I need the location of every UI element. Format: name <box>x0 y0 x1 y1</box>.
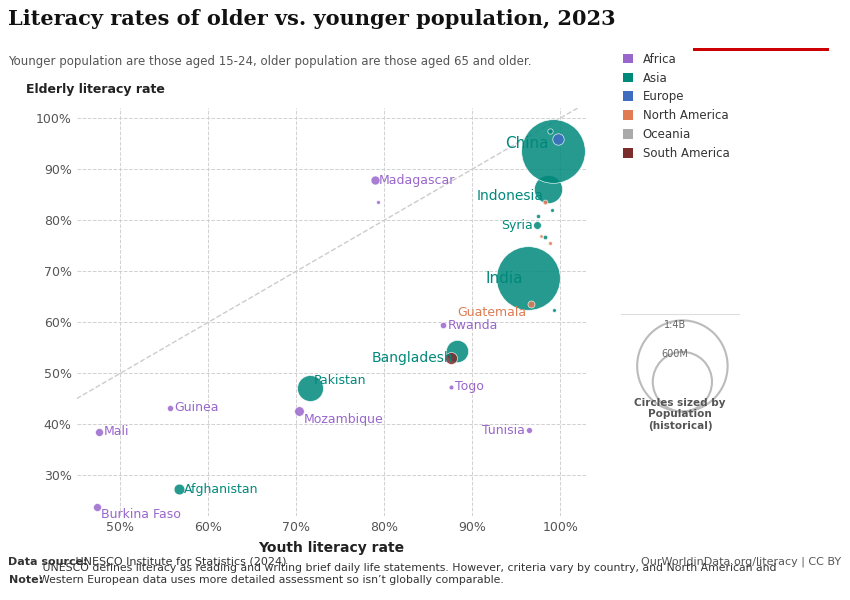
Text: Circles sized by
Population
(historical): Circles sized by Population (historical) <box>634 398 726 431</box>
Legend: Africa, Asia, Europe, North America, Oceania, South America: Africa, Asia, Europe, North America, Oce… <box>618 48 734 165</box>
Point <box>530 220 544 230</box>
Point <box>93 427 106 437</box>
Text: India: India <box>485 271 524 286</box>
Text: Literacy rates of older vs. younger population, 2023: Literacy rates of older vs. younger popu… <box>8 9 616 29</box>
Point <box>292 407 306 416</box>
Text: China: China <box>505 136 549 151</box>
Point <box>521 274 535 283</box>
Point <box>450 346 464 356</box>
Point <box>538 197 552 207</box>
Text: Rwanda: Rwanda <box>448 319 498 332</box>
Point <box>523 425 536 435</box>
Point <box>546 205 559 215</box>
Point <box>173 485 186 494</box>
Point <box>538 232 552 241</box>
Text: Pakistan: Pakistan <box>314 374 366 387</box>
Point <box>547 146 560 156</box>
Text: Tunisia: Tunisia <box>482 424 525 437</box>
Text: 1:4B: 1:4B <box>664 320 686 330</box>
Text: in Data: in Data <box>740 37 782 46</box>
Point <box>371 197 385 206</box>
Text: Guinea: Guinea <box>174 401 218 415</box>
Point <box>90 502 104 512</box>
Point <box>543 238 557 248</box>
Point <box>445 353 458 362</box>
Text: Mali: Mali <box>104 425 129 439</box>
Text: Data source:: Data source: <box>8 557 88 567</box>
X-axis label: Youth literacy rate: Youth literacy rate <box>258 541 405 555</box>
Bar <box>693 47 829 51</box>
Text: Younger population are those aged 15-24, older population are those aged 65 and : Younger population are those aged 15-24,… <box>8 55 532 68</box>
Text: 600M: 600M <box>662 349 688 359</box>
Text: OurWorldinData.org/literacy | CC BY: OurWorldinData.org/literacy | CC BY <box>642 557 842 567</box>
Text: Burkina Faso: Burkina Faso <box>101 508 181 521</box>
Text: Madagascar: Madagascar <box>379 174 456 187</box>
Text: Note:: Note: <box>8 575 42 585</box>
Text: Our World: Our World <box>731 19 790 29</box>
Text: UNESCO Institute for Statistics (2024): UNESCO Institute for Statistics (2024) <box>72 557 286 567</box>
Point <box>368 176 382 185</box>
Text: Afghanistan: Afghanistan <box>184 483 258 496</box>
Text: Mozambique: Mozambique <box>303 413 383 425</box>
Text: Indonesia: Indonesia <box>476 189 543 203</box>
Point <box>524 299 538 309</box>
Point <box>534 230 547 240</box>
Point <box>541 184 554 193</box>
Text: Syria: Syria <box>502 219 533 232</box>
Text: Togo: Togo <box>456 380 484 394</box>
Text: Guatemala: Guatemala <box>457 305 527 319</box>
Text: Elderly literacy rate: Elderly literacy rate <box>26 83 164 96</box>
Point <box>543 126 557 136</box>
Point <box>445 382 458 392</box>
Point <box>552 134 565 143</box>
Text: UNESCO defines literacy as reading and writing brief daily life statements. Howe: UNESCO defines literacy as reading and w… <box>39 563 777 585</box>
Point <box>163 403 177 413</box>
Point <box>531 211 545 221</box>
Point <box>436 320 450 330</box>
Point <box>303 383 316 393</box>
Text: Bangladesh: Bangladesh <box>371 352 453 365</box>
Point <box>547 305 561 315</box>
